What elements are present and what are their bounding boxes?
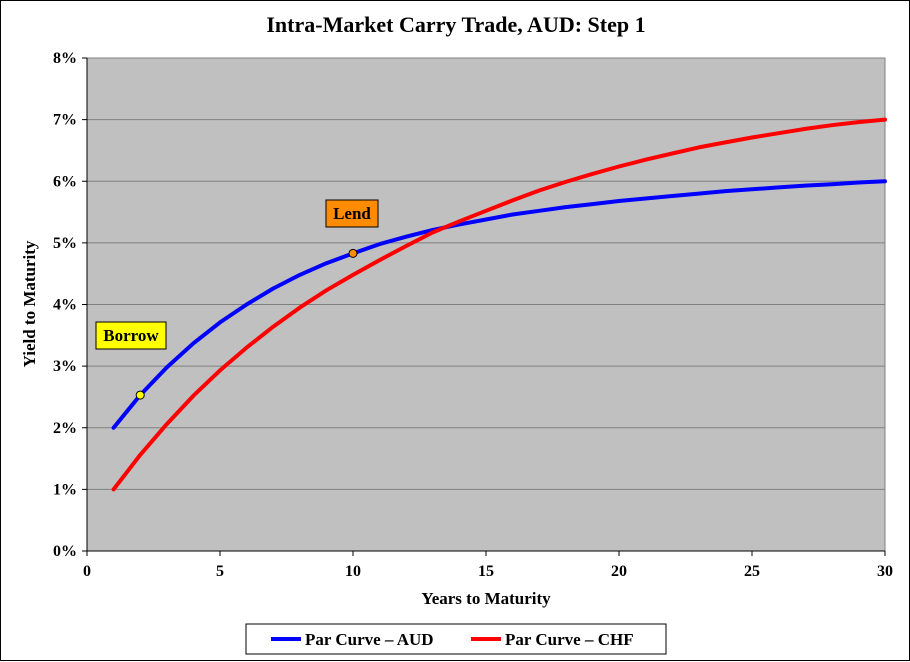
series-line-chf xyxy=(111,117,887,492)
annotation-marker-borrow xyxy=(135,390,145,400)
legend-box xyxy=(245,623,667,655)
annotation-label-borrow: Borrow xyxy=(103,326,159,345)
legend-label-chf: Par Curve – CHF xyxy=(505,630,634,649)
y-tick-label: 5% xyxy=(53,235,77,252)
y-tick-label: 1% xyxy=(53,481,77,498)
y-tick-label: 4% xyxy=(53,297,77,314)
y-tick-label: 2% xyxy=(53,420,77,437)
annotation-label-lend: Lend xyxy=(333,204,371,223)
annotation-box-lend xyxy=(325,199,379,228)
x-tick-label: 0 xyxy=(83,563,91,580)
y-tick-label: 6% xyxy=(53,173,77,190)
x-axis-label: Years to Maturity xyxy=(421,589,551,608)
annotation-box-borrow xyxy=(95,321,167,350)
y-tick-label: 7% xyxy=(53,112,77,129)
chart-title: Intra-Market Carry Trade, AUD: Step 1 xyxy=(266,12,645,37)
series-lines xyxy=(111,117,887,492)
x-tick-label: 30 xyxy=(877,563,893,580)
series-line-aud xyxy=(111,179,887,430)
y-tick-label: 0% xyxy=(53,543,77,560)
legend: Par Curve – AUD Par Curve – CHF xyxy=(245,623,667,655)
legend-label-aud: Par Curve – AUD xyxy=(305,630,434,649)
y-tick-label: 3% xyxy=(53,358,77,375)
annotations: Borrow Lend xyxy=(95,199,379,400)
gridlines xyxy=(87,119,885,490)
y-axis-label: Yield to Maturity xyxy=(20,240,39,367)
y-tick-label: 8% xyxy=(53,50,77,67)
x-tick-label: 15 xyxy=(478,563,494,580)
annotation-marker-lend xyxy=(348,248,358,258)
x-tick-label: 25 xyxy=(744,563,760,580)
x-tick-label: 5 xyxy=(216,563,224,580)
x-tick-label: 10 xyxy=(345,563,361,580)
x-tick-label: 20 xyxy=(611,563,627,580)
axes: 0% 1% 2% 3% 4% 5% 6% 7% 8% 0 5 10 15 20 25 30 xyxy=(53,50,893,580)
